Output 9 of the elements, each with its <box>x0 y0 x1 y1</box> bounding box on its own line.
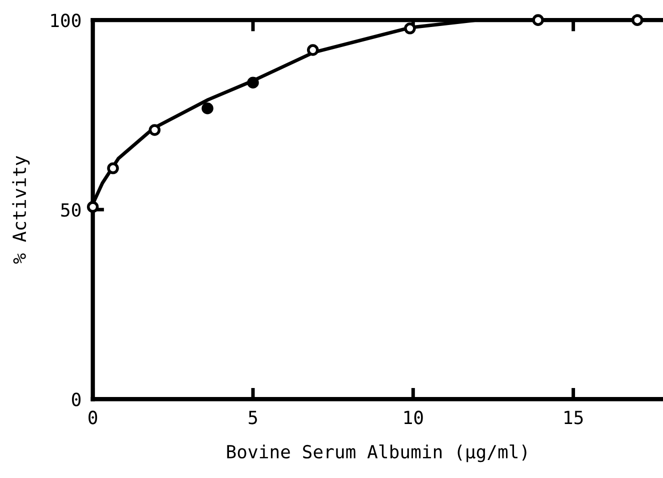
x-tick-label: 10 <box>404 410 423 424</box>
y-axis-title: % Activity <box>12 156 30 264</box>
x-tick-label: 0 <box>88 410 98 424</box>
y-tick-label: 0 <box>72 392 81 406</box>
y-tick-label: 50 <box>61 203 81 217</box>
x-axis-title: Bovine Serum Albumin (µg/ml) <box>227 444 526 462</box>
y-tick-label: 100 <box>51 14 81 28</box>
x-tick-label: 15 <box>564 410 583 424</box>
x-tick-label: 5 <box>248 410 257 424</box>
